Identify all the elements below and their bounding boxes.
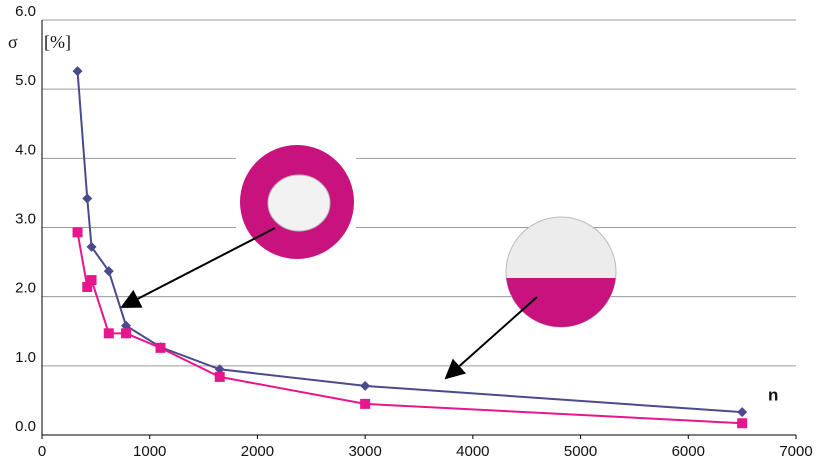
x-tick-label: 4000	[456, 443, 489, 460]
y-tick-label: 1.0	[15, 349, 36, 366]
x-label: n	[768, 385, 778, 404]
x-tick-label: 5000	[564, 443, 597, 460]
inset-annulus	[236, 140, 356, 260]
x-tick-label: 0	[38, 443, 46, 460]
y-tick-label: 2.0	[15, 280, 36, 297]
y-unit: [%]	[44, 32, 71, 52]
series-line	[78, 71, 743, 412]
point	[73, 227, 83, 237]
mesh-inner	[268, 175, 330, 231]
point	[73, 66, 83, 76]
point	[121, 328, 131, 338]
point	[104, 328, 114, 338]
y-label: σ	[8, 32, 18, 52]
y-tick-label: 5.0	[15, 72, 36, 89]
plot	[73, 66, 748, 428]
inset-half	[500, 217, 625, 338]
point	[360, 381, 370, 391]
y-tick-label: 3.0	[15, 210, 36, 227]
point	[215, 372, 225, 382]
x-tick-label: 3000	[348, 443, 381, 460]
point	[87, 275, 97, 285]
x-tick-label: 6000	[672, 443, 705, 460]
page: σ [%] n 0.0 1.0 2.0 3.0 4.0 5.0 6.0 0 1000 2000 30…	[0, 0, 821, 467]
chart: σ [%] n 0.0 1.0 2.0 3.0 4.0 5.0 6.0 0 1000 2000 30…	[0, 0, 821, 467]
point	[360, 399, 370, 409]
y-tick-label: 6.0	[15, 3, 36, 20]
x-tick-label: 1000	[133, 443, 166, 460]
point	[737, 418, 747, 428]
mesh-bottom	[500, 278, 625, 338]
arrow	[122, 228, 275, 307]
series-line	[78, 232, 743, 423]
y-tick-label: 4.0	[15, 141, 36, 158]
point	[737, 407, 747, 417]
point	[82, 193, 92, 203]
grid	[42, 20, 796, 366]
x-tick-label: 7000	[779, 443, 812, 460]
y-tick-label: 0.0	[15, 418, 36, 435]
point	[155, 343, 165, 353]
x-tick-label: 2000	[241, 443, 274, 460]
